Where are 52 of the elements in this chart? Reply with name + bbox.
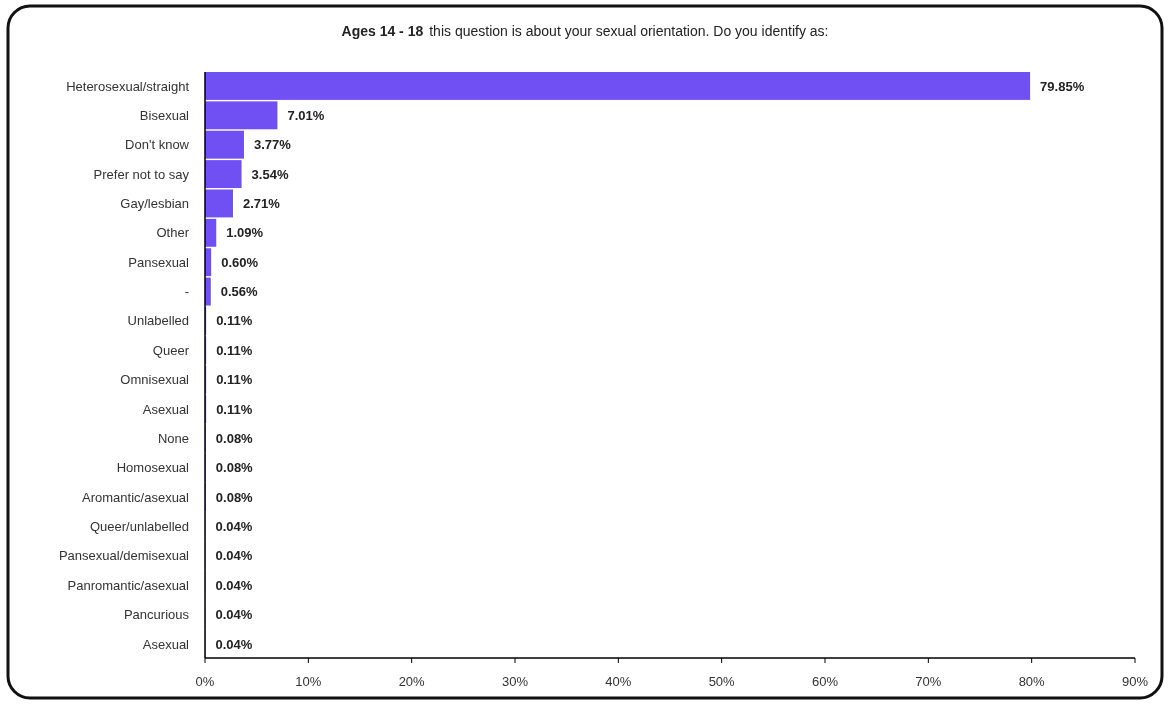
y-tick-label: Bisexual bbox=[139, 107, 190, 123]
y-tick-label: Unlabelled bbox=[127, 313, 189, 329]
data-label: 0.11% bbox=[216, 313, 253, 329]
x-tick-label: 50% bbox=[708, 674, 736, 689]
x-tick-label: 60% bbox=[811, 674, 839, 689]
data-label: 0.04% bbox=[215, 607, 253, 623]
y-tick-label: Heterosexual/straight bbox=[66, 78, 190, 94]
data-label: 2.71% bbox=[243, 196, 281, 211]
data-label: 0.04% bbox=[215, 519, 253, 535]
x-tick-label: 80% bbox=[1018, 674, 1046, 689]
data-label: 0.56% bbox=[220, 284, 259, 300]
y-tick-label: Pancurious bbox=[123, 607, 190, 623]
y-tick-label: Queer bbox=[152, 342, 190, 358]
y-tick-label: Other bbox=[156, 225, 190, 241]
data-label: 79.85% bbox=[1040, 78, 1085, 94]
data-label: 0.08% bbox=[215, 489, 254, 505]
y-tick-label: Panromantic/asexual bbox=[67, 577, 190, 593]
x-tick-label: 20% bbox=[398, 674, 426, 689]
data-label: 0.11% bbox=[216, 372, 253, 388]
x-tick-label: 70% bbox=[915, 674, 942, 689]
data-label: 3.54% bbox=[251, 166, 289, 182]
chart-title: Ages 14 - 18 bbox=[341, 23, 424, 39]
y-tick-label: Queer/unlabelled bbox=[89, 519, 189, 535]
data-label: 0.60% bbox=[221, 254, 259, 270]
y-tick-label: Asexual bbox=[142, 636, 190, 652]
y-tick-label: Aromantic/asexual bbox=[82, 489, 190, 505]
x-tick-label: 0% bbox=[195, 674, 215, 689]
y-tick-label: Asexual bbox=[142, 401, 190, 417]
y-tick-label: Don't know bbox=[125, 137, 190, 153]
data-label: 3.77% bbox=[253, 137, 292, 153]
chart-subtitle: this question is about your sexual orientation. Do you identify as: bbox=[429, 23, 829, 39]
y-tick-label: - bbox=[184, 284, 189, 300]
data-label: 0.08% bbox=[215, 430, 254, 446]
y-tick-label: Gay/lesbian bbox=[120, 196, 189, 211]
y-tick-label: Homosexual bbox=[116, 460, 190, 476]
data-label: 1.09% bbox=[226, 225, 264, 241]
data-label: 0.11% bbox=[216, 401, 253, 417]
y-tick-label: None bbox=[157, 430, 189, 446]
data-label: 0.04% bbox=[215, 636, 253, 652]
data-label: 7.01% bbox=[287, 107, 325, 123]
data-label: 0.04% bbox=[215, 548, 253, 564]
data-label: 0.04% bbox=[215, 577, 253, 593]
y-tick-label: Prefer not to say bbox=[93, 166, 190, 182]
x-tick-label: 30% bbox=[501, 674, 529, 689]
data-label: 0.08% bbox=[215, 460, 254, 476]
x-tick-label: 40% bbox=[605, 674, 632, 689]
data-label: 0.11% bbox=[216, 342, 253, 358]
y-tick-label: Omnisexual bbox=[120, 372, 190, 388]
y-tick-label: Pansexual bbox=[128, 254, 190, 270]
x-tick-label: 90% bbox=[1121, 674, 1149, 689]
y-tick-label: Pansexual/demisexual bbox=[58, 548, 190, 564]
x-tick-label: 10% bbox=[295, 674, 322, 689]
